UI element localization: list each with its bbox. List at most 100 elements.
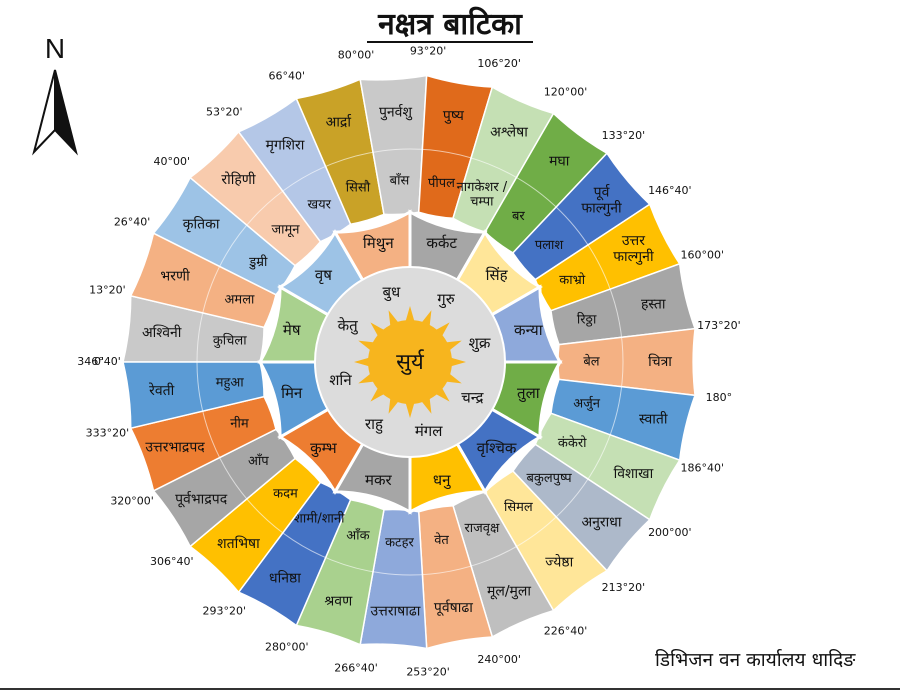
degree-label: 106°20' — [477, 57, 521, 70]
sun-label: सुर्य — [396, 349, 425, 375]
degree-label: 240°00' — [477, 653, 521, 666]
nakshatra-sector: अश्विनी कुचिला — [122, 294, 265, 363]
ring-divider — [196, 148, 624, 576]
sun-ray — [354, 356, 373, 368]
nakshatra-name: रेवती — [149, 382, 175, 399]
nakshatra-name: पुनर्वशु — [379, 103, 413, 120]
planet-label: गुरु — [437, 290, 455, 309]
degree-label: 93°20' — [410, 45, 447, 58]
planet-label: बुध — [382, 283, 401, 302]
sun-disk — [368, 320, 452, 404]
planet-label: शुक्र — [469, 334, 491, 353]
rashi-name: वृश्चिक — [477, 439, 517, 458]
tree-name: बर — [512, 209, 525, 224]
nakshatra-sector: मृगशिरा खयर — [237, 97, 352, 243]
nakshatra-ring: अश्विनी कुचिला भरणी अमला कृतिका डुम्री रोहिणी ज… — [122, 74, 697, 650]
planet-label: मंगल — [415, 422, 443, 440]
nakshatra-wedge — [359, 508, 428, 650]
tree-name: पीपल — [428, 175, 455, 191]
title-underline — [367, 41, 533, 43]
tree-name: आँप — [248, 453, 269, 469]
nakshatra-wedge — [550, 262, 697, 346]
nakshatra-wedge — [417, 504, 494, 650]
tree-name: आँक — [346, 527, 370, 543]
tree-name: बकुलपुष्प — [526, 471, 572, 486]
rashi-name: मकर — [365, 471, 392, 489]
degree-label: 80°00' — [338, 49, 375, 62]
degree-label: 333°20' — [86, 427, 130, 440]
tree-name: वेत — [434, 532, 449, 548]
nakshatra-name: कृतिका — [183, 216, 220, 233]
tree-name: कंकेरो — [558, 435, 587, 451]
tree-name: जामून — [271, 222, 300, 237]
north-arrow-right-half — [54, 69, 78, 156]
page-title: नक्षत्र बाटिका — [378, 7, 522, 42]
degree-label: 293°20' — [203, 604, 247, 617]
tree-name: सिसौ — [346, 180, 371, 196]
nakshatra-sector: शतभिषा कदम — [188, 457, 322, 594]
tree-name: कदम — [273, 487, 298, 502]
rashi-name: मेष — [283, 321, 301, 339]
rashi-name: मिन — [281, 384, 303, 402]
degree-label: 26°40' — [114, 215, 151, 228]
degree-label: 53°20' — [206, 106, 243, 119]
planet-label: चन्द्र — [461, 389, 484, 407]
nakshatra-sector: पूर्वषाढा वेत — [417, 504, 494, 650]
nakshatra-name: हस्ता — [641, 296, 666, 312]
rashi-sector: मिथुन — [332, 209, 412, 282]
nakshatra-name: मृगशिरा — [266, 136, 305, 153]
degree-label: 133°20' — [602, 129, 646, 142]
nakshatra-name: उत्तराषाढा — [370, 604, 420, 620]
degree-label: 173°20' — [697, 319, 741, 332]
nakshatra-wedge — [188, 130, 322, 267]
planet-label: शनि — [329, 371, 352, 389]
sun-ray — [404, 306, 416, 325]
tree-name: बाँस — [390, 172, 410, 188]
planet-label: केतु — [338, 317, 359, 336]
nakshatra-wedge — [550, 378, 697, 462]
degree-label: 180° — [706, 391, 733, 404]
degree-labels: 0' 13°20' 26°40' 40°00' 53°20' 66°40' 80°00' 93… — [77, 45, 740, 679]
degree-label: 160°00' — [680, 249, 724, 262]
rashi-name: कन्या — [514, 321, 544, 339]
degree-label: 346°40' — [77, 355, 121, 368]
nakshatra-wedge — [557, 327, 696, 397]
rashi-name: धनु — [433, 471, 452, 490]
nakshatra-name: चित्रा — [648, 353, 672, 370]
nakshatra-wedge — [295, 498, 385, 646]
north-arrow-icon: N — [32, 33, 78, 156]
rashi-ring: मेष वृष मिथुन कर्कट सिंह कन्या तुला वृश्चिक धनु म… — [257, 209, 563, 515]
nakshatra-sector: उत्तराषाढा कटहर — [359, 508, 428, 650]
nakshatra-sector: अनुराधा बकुलपुष्प — [511, 443, 651, 572]
degree-label: 13°20' — [89, 283, 126, 296]
nakshatra-name: मूल/मुला — [487, 584, 531, 600]
nakshatra-wedge — [511, 152, 651, 281]
degree-label: 66°40' — [269, 69, 306, 82]
nakshatra-wedge — [452, 491, 555, 639]
planet-label: राहु — [365, 415, 384, 434]
rashi-name: तुला — [517, 384, 541, 403]
tree-name: अर्जुन — [573, 395, 601, 411]
nakshatra-sector: उत्तर फाल्गुनी काभ्रो — [534, 203, 681, 312]
degree-label: 40°00' — [153, 155, 190, 168]
sun-ray — [404, 399, 416, 418]
nakshatra-wedge — [295, 78, 385, 226]
tree-name: महुआ — [216, 376, 245, 392]
nakshatra-name: श्रवण — [324, 593, 353, 609]
tree-name: काभ्रो — [559, 272, 585, 288]
nakshatra-name: अश्लेषा — [490, 123, 528, 140]
nakshatra-wedge — [484, 112, 609, 254]
planet-disk: गुरु शुक्र चन्द्र मंगल राहु शनि केतु बुध सुर्य — [314, 266, 506, 458]
nakshatra-name: उत्तरभाद्रपद — [145, 440, 205, 456]
tree-name: सिमल — [504, 499, 533, 515]
tree-name: रिठ्ठा — [577, 312, 597, 328]
degree-label: 200°00' — [648, 526, 692, 539]
degree-label: 320°00' — [110, 495, 154, 508]
degree-label: 186°40' — [680, 461, 724, 474]
tree-name: खयर — [308, 197, 332, 212]
nakshatra-sector: हस्ता रिठ्ठा — [550, 262, 697, 346]
nakshatra-sector: भरणी अमला — [129, 232, 277, 329]
nakshatra-name: धनिष्ठा — [269, 570, 301, 587]
nakshatra-name: ज्येष्ठा — [545, 554, 573, 571]
